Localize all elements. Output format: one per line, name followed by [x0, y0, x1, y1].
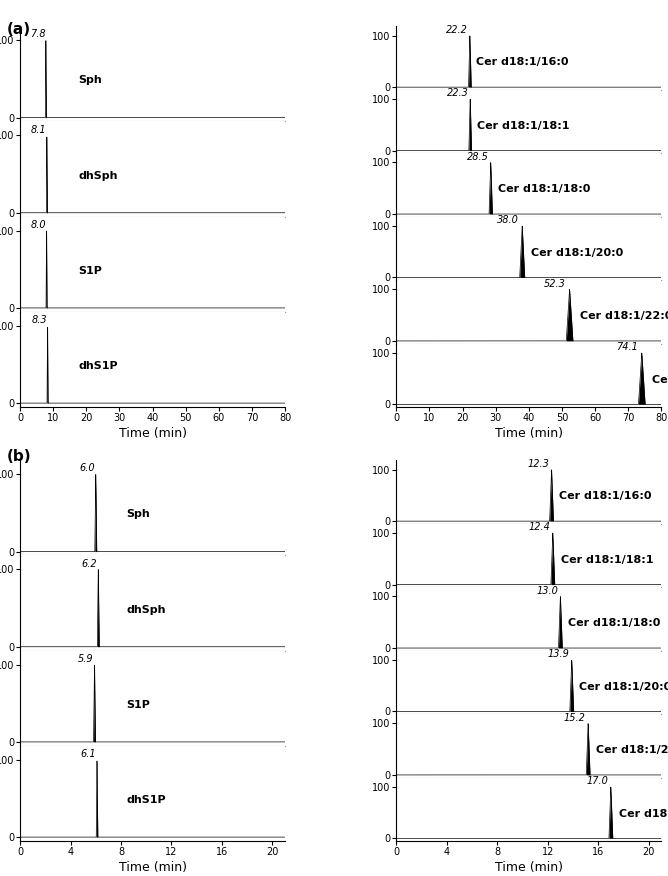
Text: 74.1: 74.1 [616, 343, 638, 352]
Text: Cer d18:1/22:0: Cer d18:1/22:0 [580, 311, 668, 321]
Text: 6.0: 6.0 [79, 463, 95, 473]
Text: Cer d18:1/18:0: Cer d18:1/18:0 [568, 618, 661, 628]
Text: 12.4: 12.4 [528, 522, 550, 533]
Text: Cer d18:1/20:0: Cer d18:1/20:0 [579, 682, 668, 692]
Text: dhS1P: dhS1P [78, 361, 118, 371]
Text: Cer d18:1/20:0: Cer d18:1/20:0 [531, 248, 623, 258]
Text: Cer d18:1/18:1: Cer d18:1/18:1 [477, 121, 569, 131]
Text: dhS1P: dhS1P [126, 795, 166, 805]
Text: 17.0: 17.0 [587, 776, 609, 787]
Text: Cer d18:1/24:0: Cer d18:1/24:0 [653, 375, 668, 385]
X-axis label: Time (min): Time (min) [118, 861, 186, 873]
Text: Cer d18:1/16:0: Cer d18:1/16:0 [559, 491, 652, 501]
Text: 8.3: 8.3 [31, 315, 47, 325]
Text: Cer d18:1/18:0: Cer d18:1/18:0 [498, 184, 591, 194]
Text: 22.3: 22.3 [447, 88, 469, 98]
Text: 12.3: 12.3 [528, 459, 549, 469]
Text: 8.0: 8.0 [30, 220, 46, 230]
Text: 38.0: 38.0 [498, 215, 519, 225]
Text: 6.2: 6.2 [81, 559, 97, 569]
Text: 22.2: 22.2 [446, 25, 468, 35]
Text: Sph: Sph [78, 75, 102, 86]
Text: dhSph: dhSph [78, 171, 118, 180]
Text: 28.5: 28.5 [467, 152, 489, 162]
Text: S1P: S1P [126, 700, 150, 710]
Text: Cer d18:1/22:0: Cer d18:1/22:0 [596, 745, 668, 755]
Text: (b): (b) [7, 449, 31, 464]
X-axis label: Time (min): Time (min) [118, 427, 186, 440]
Text: 13.0: 13.0 [536, 586, 558, 596]
X-axis label: Time (min): Time (min) [495, 861, 563, 873]
Text: Cer d18:1/24:0: Cer d18:1/24:0 [619, 809, 668, 818]
X-axis label: Time (min): Time (min) [495, 427, 563, 440]
Text: 13.9: 13.9 [548, 649, 569, 660]
Text: Sph: Sph [126, 510, 150, 519]
Text: 5.9: 5.9 [77, 653, 94, 664]
Text: 6.1: 6.1 [80, 749, 96, 759]
Text: dhSph: dhSph [126, 604, 166, 615]
Text: 8.1: 8.1 [31, 124, 46, 135]
Text: Cer d18:1/18:1: Cer d18:1/18:1 [560, 555, 653, 565]
Text: (a): (a) [7, 22, 31, 37]
Text: S1P: S1P [78, 265, 102, 276]
Text: 15.2: 15.2 [564, 713, 586, 723]
Text: Cer d18:1/16:0: Cer d18:1/16:0 [476, 58, 569, 67]
Text: 7.8: 7.8 [29, 30, 45, 39]
Text: 52.3: 52.3 [544, 279, 566, 289]
